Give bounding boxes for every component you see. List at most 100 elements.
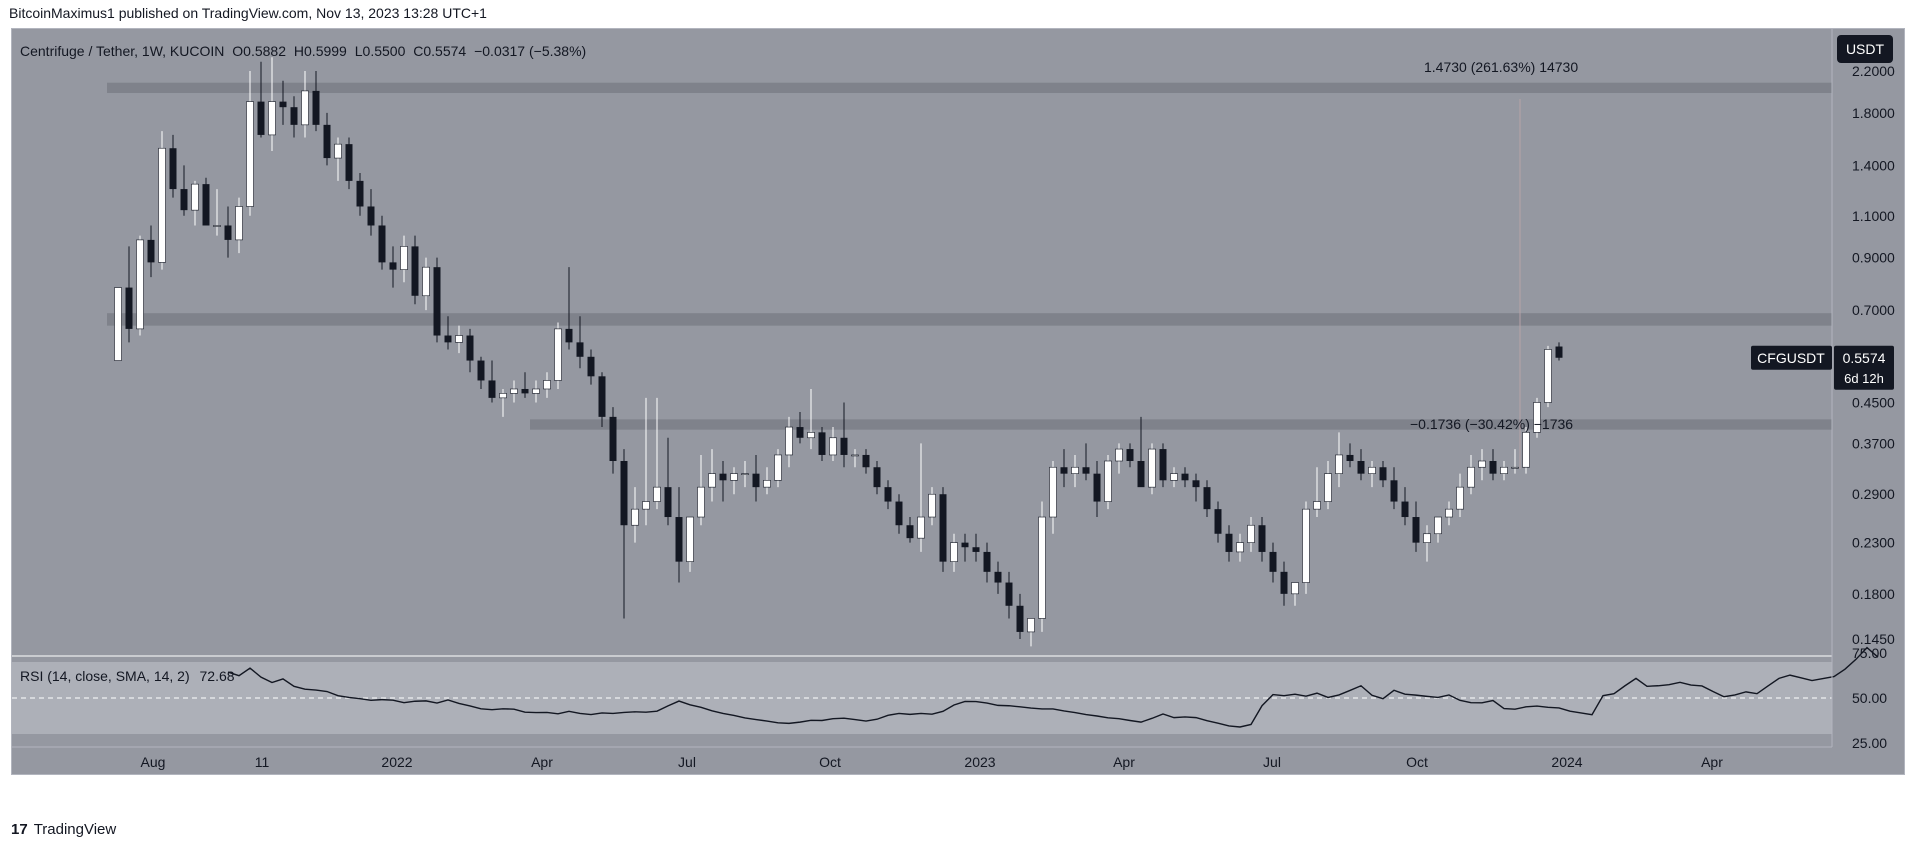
price-tag bbox=[1834, 345, 1894, 390]
legend-symbol: Centrifuge / Tether, 1W, KUCOIN bbox=[20, 43, 225, 59]
candle-body-44 bbox=[598, 376, 606, 417]
candle-body-84 bbox=[1038, 516, 1046, 619]
candle-body-7 bbox=[191, 183, 199, 211]
candle-body-63 bbox=[807, 432, 815, 439]
annotation-2: −0.1736 (−30.42%) −1736 bbox=[1410, 416, 1573, 432]
tradingview-logo[interactable]: 17 TradingView bbox=[11, 821, 116, 838]
rsi-background bbox=[12, 655, 1832, 748]
price-tick-4: 0.9000 bbox=[1852, 250, 1895, 266]
candle-body-110 bbox=[1324, 473, 1332, 502]
candle-body-39 bbox=[543, 380, 551, 390]
candle-body-19 bbox=[323, 124, 331, 159]
candle-body-49 bbox=[653, 486, 661, 502]
time-tick-4: Jul bbox=[678, 754, 696, 770]
time-tick-2: 2022 bbox=[381, 754, 412, 770]
chart-canvas[interactable]: 2.2000 1.8000 1.4000 1.1000 0.9000 0.7000 0.45… bbox=[12, 29, 1904, 774]
price-tag-value: 0.5574 bbox=[1843, 350, 1886, 366]
time-tick-10: 2024 bbox=[1551, 754, 1582, 770]
legend-low: 0.5500 bbox=[362, 43, 406, 59]
candle-body-4 bbox=[158, 147, 166, 263]
zone-2 bbox=[107, 313, 1832, 326]
candle-body-114 bbox=[1368, 466, 1376, 474]
candle-body-80 bbox=[994, 571, 1002, 583]
candle-body-22 bbox=[356, 180, 364, 207]
candle-body-21 bbox=[345, 144, 353, 181]
candle-body-68 bbox=[862, 454, 870, 468]
candle-body-116 bbox=[1390, 480, 1398, 502]
price-tick-7: 0.3700 bbox=[1852, 435, 1895, 451]
candle-body-96 bbox=[1170, 473, 1178, 481]
currency-button[interactable]: USDT bbox=[1837, 35, 1893, 63]
candle-body-104 bbox=[1258, 525, 1266, 552]
candle-body-23 bbox=[367, 206, 375, 226]
candle-body-17 bbox=[301, 90, 309, 126]
candle-body-53 bbox=[697, 486, 705, 518]
candle-body-60 bbox=[774, 454, 782, 481]
price-tick-2: 1.4000 bbox=[1852, 157, 1895, 173]
legend-low-label: L bbox=[354, 43, 363, 59]
candlestick-series bbox=[114, 57, 1563, 647]
candle-body-131 bbox=[1555, 346, 1563, 358]
candle-body-8 bbox=[202, 184, 210, 226]
candle-body-52 bbox=[686, 516, 694, 562]
rsi-line bbox=[227, 646, 1879, 728]
candle-body-2 bbox=[136, 239, 144, 330]
symbol-legend: Centrifuge / Tether, 1W, KUCOIN O0.5882 … bbox=[20, 43, 586, 59]
time-tick-5: Oct bbox=[819, 754, 841, 770]
candle-body-11 bbox=[235, 206, 243, 241]
candle-body-38 bbox=[532, 388, 540, 394]
candle-body-65 bbox=[829, 437, 837, 456]
candle-body-101 bbox=[1225, 533, 1233, 552]
price-tick-1: 1.8000 bbox=[1852, 105, 1895, 121]
candle-body-64 bbox=[818, 432, 826, 455]
candle-body-35 bbox=[499, 393, 507, 399]
candle-body-5 bbox=[169, 148, 177, 190]
candle-body-29 bbox=[433, 267, 441, 336]
legend-open: 0.5882 bbox=[243, 43, 286, 59]
candle-body-88 bbox=[1082, 467, 1090, 474]
candle-body-89 bbox=[1093, 473, 1101, 502]
candle-body-61 bbox=[785, 426, 793, 456]
candle-body-108 bbox=[1302, 508, 1310, 583]
candle-body-67 bbox=[851, 454, 859, 457]
candle-body-130 bbox=[1544, 349, 1552, 403]
candle-body-120 bbox=[1434, 516, 1442, 535]
candle-body-105 bbox=[1269, 551, 1277, 572]
price-tick-10: 0.1800 bbox=[1852, 586, 1895, 602]
price-tick-6: 0.4500 bbox=[1852, 394, 1895, 410]
candle-body-71 bbox=[895, 501, 903, 526]
candle-body-86 bbox=[1060, 467, 1068, 474]
chart-area[interactable]: 2.2000 1.8000 1.4000 1.1000 0.9000 0.7000 0.45… bbox=[11, 28, 1905, 775]
candle-body-123 bbox=[1467, 466, 1475, 488]
candle-body-100 bbox=[1214, 509, 1222, 534]
candle-body-98 bbox=[1192, 480, 1200, 488]
candle-body-12 bbox=[246, 101, 254, 207]
candle-body-81 bbox=[1005, 582, 1013, 606]
candle-body-41 bbox=[565, 328, 573, 343]
candle-body-56 bbox=[730, 473, 738, 481]
time-tick-7: Apr bbox=[1113, 754, 1135, 770]
time-tick-6: 2023 bbox=[964, 754, 995, 770]
price-tick-3: 1.1000 bbox=[1852, 208, 1895, 224]
candle-body-18 bbox=[312, 90, 320, 125]
candle-body-34 bbox=[488, 380, 496, 398]
time-tick-1: 11 bbox=[255, 754, 270, 770]
annotation-1: 1.4730 (261.63%) 14730 bbox=[1424, 59, 1578, 75]
rsi-tick-1: 50.00 bbox=[1852, 690, 1887, 706]
candle-body-102 bbox=[1236, 542, 1244, 553]
candle-body-126 bbox=[1500, 466, 1508, 474]
candle-body-24 bbox=[378, 225, 386, 263]
time-tick-8: Jul bbox=[1263, 754, 1281, 770]
candle-body-72 bbox=[906, 525, 914, 539]
candle-body-48 bbox=[642, 501, 650, 510]
candle-body-118 bbox=[1412, 517, 1420, 543]
candle-body-117 bbox=[1401, 501, 1409, 518]
candle-body-27 bbox=[411, 246, 419, 296]
candle-body-82 bbox=[1016, 605, 1024, 632]
annotations: 1.4730 (261.63%) 14730 −0.1736 (−30.42%) … bbox=[1410, 59, 1578, 432]
candle-body-127 bbox=[1511, 466, 1519, 469]
price-tick-0: 2.2000 bbox=[1852, 63, 1895, 79]
horizontal-zones bbox=[107, 82, 1832, 430]
candle-body-58 bbox=[752, 473, 760, 488]
candle-body-115 bbox=[1379, 467, 1387, 481]
